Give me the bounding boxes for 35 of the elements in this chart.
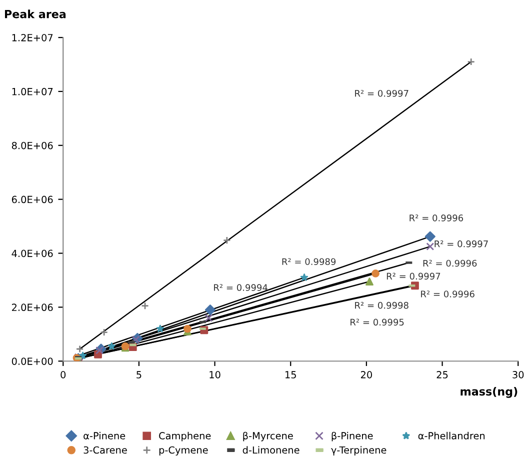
y-tick-label: 4.0E+06 <box>12 250 53 258</box>
x-tick-label: 5 <box>136 371 142 378</box>
annotation: R² = 0.9997 <box>355 90 408 97</box>
x-tick-label: 10 <box>210 371 220 378</box>
legend-label: β-Myrcene <box>243 432 293 442</box>
annotation: R² = 0.9989 <box>282 258 336 266</box>
x-tick-label: 30 <box>512 371 524 378</box>
legend-label: α-Phellandren <box>418 432 485 440</box>
annotation: R² = 0.9997 <box>434 240 488 248</box>
y-tick-label: 8.0E+06 <box>12 142 53 150</box>
x-tick-label: 15 <box>285 371 296 378</box>
annotation: R² = 0.9996 <box>410 214 464 222</box>
y-tick-label: 1.2E+07 <box>12 34 53 42</box>
annotation: R² = 0.9996 <box>423 260 477 267</box>
y-tick-label: 2.0E+06 <box>12 304 53 312</box>
annotation: R² = 0.9995 <box>350 318 404 326</box>
y-tick-label: 0.0E+00 <box>12 358 53 365</box>
y-tick-label: 1.0E+07 <box>12 88 53 96</box>
x-tick-label: 25 <box>436 371 448 378</box>
annotation: R² = 0.9996 <box>421 290 474 298</box>
y-tick-label: 6.0E+06 <box>12 196 53 204</box>
annotation: R² = 0.9994 <box>214 284 268 291</box>
legend-label: α-Pinene <box>84 432 126 440</box>
annotation: R² = 0.9998 <box>355 302 408 309</box>
legend-label: 3-Carene <box>84 446 127 454</box>
x-tick-label: 20 <box>360 371 372 378</box>
legend-label: β-Pinene <box>332 432 373 442</box>
legend-label: γ-Terpinene <box>331 446 386 456</box>
annotation: R² = 0.9997 <box>386 272 440 280</box>
x-axis-title: mass(ng) <box>460 387 518 398</box>
legend-label: d-Limonene <box>242 446 300 454</box>
y-axis-title: Peak area <box>4 10 66 18</box>
x-tick-label: 0 <box>60 371 66 378</box>
legend-label: Camphene <box>159 432 211 442</box>
legend-label: p-Cymene <box>159 446 208 456</box>
